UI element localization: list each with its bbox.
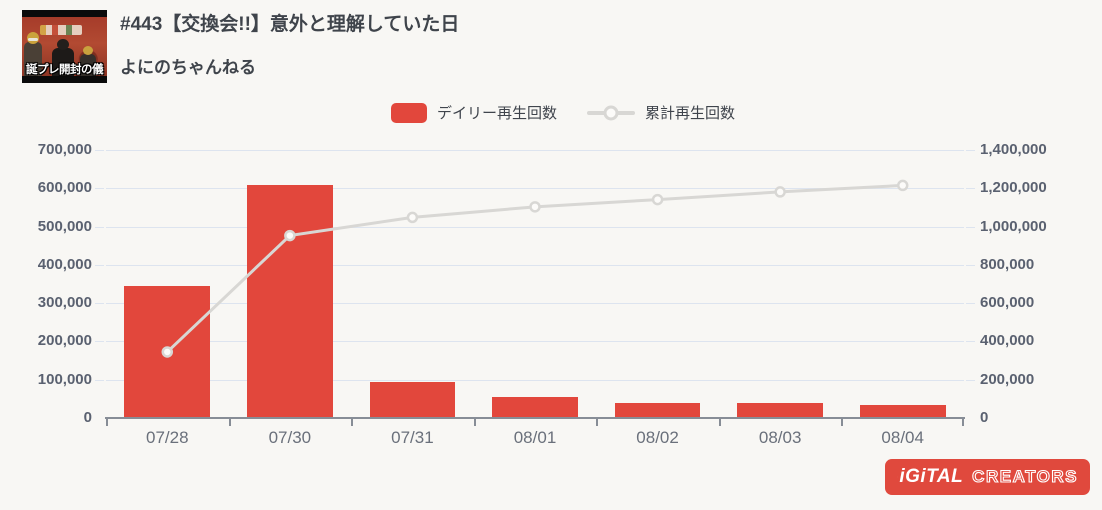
plot-area	[95, 150, 975, 426]
x-axis-tick	[351, 419, 354, 426]
x-axis-tick	[228, 419, 231, 426]
thumbnail-person-center	[52, 39, 74, 76]
x-tick-label-08/02: 08/02	[636, 428, 679, 447]
y-tick-label-right: 600,000	[980, 294, 1035, 312]
grid-line	[106, 303, 964, 305]
x-axis-tick	[473, 419, 476, 426]
y-tick-label-left: 300,000	[37, 294, 92, 312]
x-axis-line	[105, 417, 965, 419]
y-tick-label-left: 400,000	[37, 255, 92, 273]
daily-bar-08/03[interactable]	[737, 402, 824, 418]
y-tick-label-left: 700,000	[37, 141, 92, 158]
header-titles: #443【交換会!!】意外と理解していた日 よにのちゃんねる	[120, 14, 459, 78]
thumbnail-scene	[22, 17, 107, 76]
daily-bar-08/04[interactable]	[859, 404, 946, 418]
daily-bar-07/31[interactable]	[369, 381, 456, 418]
channel-name: よにのちゃんねる	[120, 57, 256, 77]
grid-line	[106, 341, 964, 343]
daily-bar-07/30[interactable]	[246, 185, 333, 418]
legend-item-daily[interactable]: デイリー再生回数	[390, 102, 557, 123]
x-tick-label-08/01: 08/01	[513, 428, 557, 447]
grid-line	[106, 188, 964, 190]
daily-bar-08/01[interactable]	[492, 396, 578, 418]
cumulative-point-07/31[interactable]	[406, 211, 419, 224]
y-axis-tick-left	[95, 150, 104, 151]
cumulative-point-08/04[interactable]	[896, 179, 909, 192]
cumulative-series-dot-icon	[603, 105, 619, 120]
y-axis-tick-right	[966, 303, 975, 305]
x-axis-tick	[596, 419, 599, 426]
x-tick-label-08/04: 08/04	[881, 428, 924, 447]
y-axis-tick-right	[966, 264, 975, 266]
x-tick-label-08/03: 08/03	[758, 428, 802, 447]
video-thumbnail[interactable]: 誕プレ開封の儀	[22, 10, 107, 83]
y-tick-label-right: 200,000	[980, 370, 1035, 388]
y-axis-tick-left	[95, 379, 104, 381]
x-tick-label-07/28: 07/28	[146, 428, 189, 447]
y-tick-label-left: 600,000	[37, 179, 92, 197]
y-axis-tick-right	[966, 150, 975, 151]
daily-series-swatch	[390, 102, 427, 123]
daily-series-label: デイリー再生回数	[436, 105, 557, 122]
cumulative-series-swatch	[587, 105, 635, 120]
daily-bar-08/02[interactable]	[614, 403, 701, 418]
x-axis-tick	[106, 419, 108, 426]
thumbnail-person-left	[24, 32, 42, 76]
digital-creators-logo: iGiTAL CREATORS	[885, 459, 1090, 495]
grid-line	[106, 379, 964, 381]
video-title: #443【交換会!!】意外と理解していた日	[120, 14, 460, 35]
cumulative-point-07/28[interactable]	[161, 346, 174, 358]
y-axis-tick-left	[95, 188, 104, 190]
logo-text-creators: CREATORS	[972, 466, 1078, 486]
x-tick-label-07/30: 07/30	[268, 428, 312, 447]
cumulative-point-08/02[interactable]	[651, 193, 664, 206]
chart-legend: デイリー再生回数 累計再生回数	[12, 102, 1102, 123]
y-tick-label-right: 1,200,000	[980, 179, 1047, 197]
y-tick-label-left: 100,000	[37, 370, 92, 388]
cumulative-line	[161, 179, 909, 358]
logo-text-digital: iGiTAL	[899, 466, 964, 487]
y-tick-label-right: 1,000,000	[980, 217, 1047, 235]
y-tick-label-left: 200,000	[37, 332, 92, 350]
x-axis-tick	[718, 419, 721, 426]
y-axis-tick-left	[95, 341, 104, 343]
grid-line	[106, 264, 964, 266]
cumulative-point-07/30[interactable]	[284, 229, 296, 242]
grid-line	[106, 226, 964, 228]
cumulative-point-08/03[interactable]	[774, 186, 786, 198]
x-axis-tick	[962, 419, 964, 426]
cumulative-point-08/01[interactable]	[529, 201, 541, 213]
x-tick-label-07/31: 07/31	[391, 428, 434, 447]
x-axis-tick	[841, 419, 844, 426]
y-axis-tick-right	[966, 379, 975, 381]
y-tick-label-right: 800,000	[980, 255, 1035, 273]
y-tick-label-right: 1,400,000	[980, 141, 1047, 158]
y-axis-tick-left	[95, 303, 104, 305]
y-tick-label-left: 500,000	[37, 217, 92, 235]
y-axis-tick-left	[95, 264, 104, 266]
y-axis-tick-left	[95, 226, 104, 228]
thumbnail-person-right	[80, 46, 96, 76]
thumbnail-banner	[40, 25, 82, 35]
y-tick-label-left: 0	[83, 409, 92, 426]
cumulative-series-label: 累計再生回数	[645, 105, 736, 122]
thumbnail-caption: 誕プレ開封の儀	[26, 64, 104, 76]
legend-item-cumulative[interactable]: 累計再生回数	[587, 102, 735, 123]
y-axis-tick-right	[966, 188, 975, 190]
y-tick-label-right: 400,000	[980, 332, 1035, 350]
y-tick-label-right: 0	[980, 409, 989, 426]
grid-line	[106, 150, 964, 151]
y-axis-tick-right	[966, 341, 975, 343]
y-axis-tick-right	[966, 226, 975, 228]
